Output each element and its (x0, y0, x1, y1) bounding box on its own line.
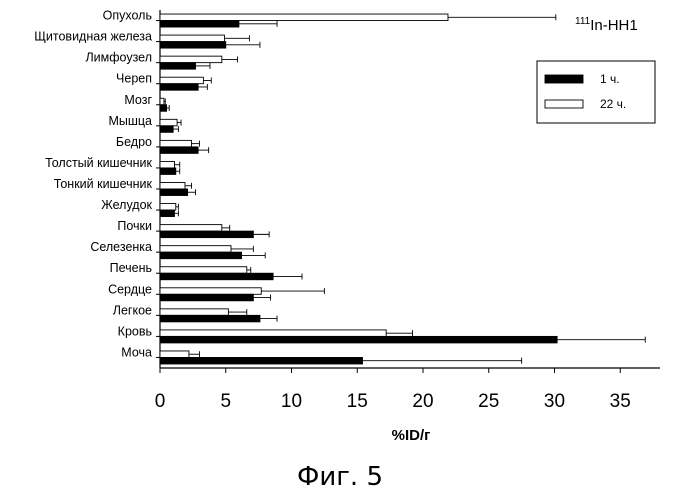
y-tick-label: Селезенка (90, 240, 152, 254)
bar-22h (159, 76, 204, 85)
y-tick-label: Мозг (124, 93, 152, 107)
bar-22h (159, 55, 223, 64)
y-tick-label: Череп (116, 72, 152, 86)
bar-22h (159, 182, 186, 190)
y-tick-label: Тонкий кишечник (54, 177, 153, 191)
bar-1h (159, 167, 177, 175)
x-tick-label: 25 (478, 391, 499, 412)
chart-title: 111In-HH1 (575, 16, 638, 34)
chart-title-superscript: 111 (575, 16, 591, 27)
bar-1h (159, 293, 254, 302)
y-tick-label: Мышца (108, 114, 152, 128)
bar-22h (159, 224, 223, 232)
legend-label-22h: 22 ч. (600, 97, 626, 111)
bar-1h (159, 41, 227, 49)
bar-1h (159, 314, 261, 323)
x-tick-label: 30 (544, 391, 565, 412)
y-tick-label: Щитовидная железа (34, 30, 152, 44)
bar-22h (159, 97, 165, 106)
bar-22h (159, 203, 177, 211)
x-axis-label: %ID/г (392, 427, 431, 444)
bar-1h (159, 335, 558, 344)
y-tick-label: Кровь (118, 324, 152, 338)
bar-22h (159, 139, 193, 148)
figure-caption: Фиг. 5 (296, 462, 383, 492)
bar-1h (159, 83, 199, 91)
bar-22h (159, 34, 225, 43)
legend-box (536, 60, 656, 124)
chart-title-main: In-HH1 (590, 17, 638, 34)
bar-22h (159, 160, 175, 169)
plot-area: 0 5 10 15 20 25 30 35 Опухоль Щитовидная железа Ли… (34, 9, 660, 412)
legend-swatch-1h (544, 74, 584, 84)
y-tick-label: Лимфоузел (85, 51, 152, 65)
x-tick-label: 15 (347, 391, 368, 412)
x-tick-label: 35 (610, 391, 631, 412)
bar-22h (159, 245, 232, 253)
bar-1h (159, 146, 199, 154)
y-tick-label: Легкое (113, 303, 152, 317)
y-tick-label: Бедро (116, 135, 152, 149)
y-tick-label: Моча (121, 345, 152, 359)
bar-1h (159, 272, 274, 281)
bar-1h (159, 209, 175, 218)
bar-22h (159, 13, 449, 21)
bar-1h (159, 62, 196, 70)
bar-22h (159, 350, 190, 358)
bar-1h (159, 188, 189, 196)
bar-22h (159, 308, 229, 316)
bar-1h (159, 20, 240, 28)
bar-22h (159, 287, 262, 295)
bar-1h (159, 104, 168, 112)
x-tick-label: 10 (281, 391, 302, 412)
bar-22h (159, 118, 178, 127)
bar-1h (159, 230, 254, 239)
bar-1h (159, 251, 242, 260)
bar-1h (159, 125, 174, 133)
x-tick-label: 20 (412, 391, 433, 412)
x-tick-label: 5 (220, 391, 231, 412)
legend-label-1h: 1 ч. (600, 72, 620, 86)
y-tick-label: Печень (110, 261, 152, 275)
bar-1h (159, 357, 363, 365)
legend-swatch-22h (544, 99, 584, 109)
legend: 1 ч. 22 ч. (536, 60, 656, 124)
x-tick-label: 0 (155, 391, 166, 412)
y-tick-label: Сердце (108, 282, 152, 296)
y-tick-label: Почки (117, 219, 152, 233)
y-tick-label: Толстый кишечник (45, 156, 152, 170)
bar-22h (159, 329, 387, 337)
y-tick-label: Желудок (101, 198, 152, 212)
y-tick-label: Опухоль (103, 9, 152, 23)
bar-22h (159, 266, 248, 274)
